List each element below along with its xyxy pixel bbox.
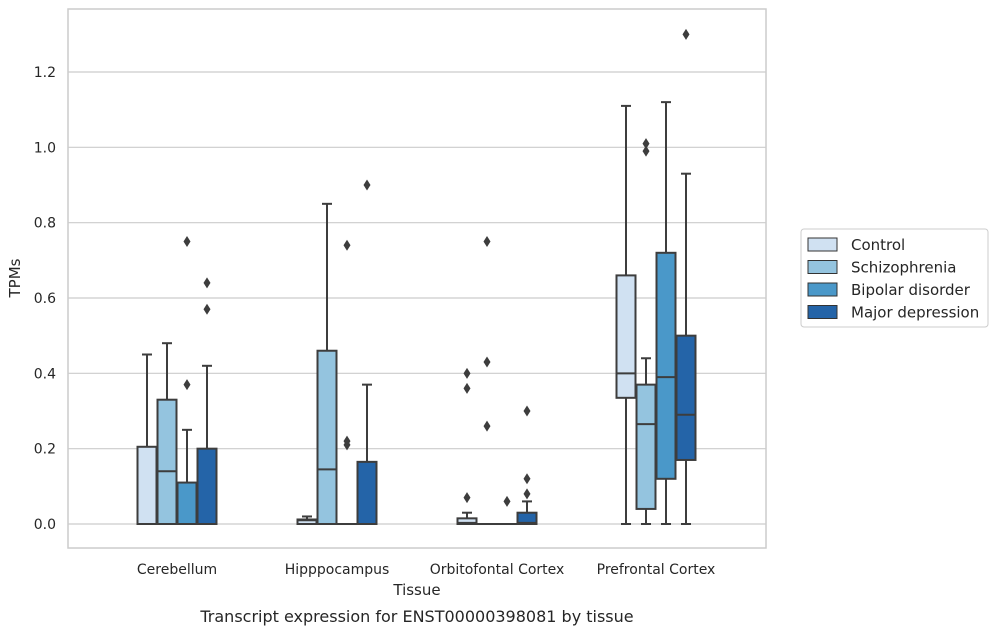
outlier-point (523, 405, 531, 417)
y-axis-title: TPMs (6, 258, 24, 298)
outlier-point (183, 379, 191, 391)
box-1-3 (356, 179, 378, 526)
box-body (655, 251, 677, 480)
box-0-0 (136, 353, 158, 525)
plot-boxes (136, 28, 697, 526)
box-body (356, 460, 378, 526)
y-tick-label: 1.2 (34, 65, 56, 81)
legend-swatch (807, 282, 838, 297)
y-tick-label: 0.2 (34, 442, 56, 458)
box-body (456, 517, 478, 525)
y-tick-label: 0.8 (34, 216, 56, 232)
legend-label: Control (851, 236, 905, 254)
x-axis-title: Tissue (392, 581, 440, 599)
box-body (516, 511, 538, 526)
outlier-point (682, 28, 690, 40)
outlier-point (203, 303, 211, 315)
box-0-3 (196, 277, 218, 525)
box-2-3 (516, 405, 538, 526)
box-body (196, 447, 218, 525)
plot-frame (67, 8, 767, 549)
outlier-point (503, 495, 511, 507)
outlier-point (642, 145, 650, 157)
y-tick-label: 0.6 (34, 291, 56, 307)
y-tick-labels: 0.0 0.2 0.4 0.6 0.8 1.0 1.2 (34, 65, 56, 533)
legend-label: Major depression (851, 304, 979, 322)
outlier-point (203, 277, 211, 289)
box-body (615, 274, 637, 399)
outlier-point (523, 473, 531, 485)
x-tick-label: Cerebellum (137, 562, 217, 578)
outlier-point (483, 356, 491, 368)
box-0-2 (176, 236, 198, 526)
box-body (635, 383, 657, 510)
box-body (675, 334, 697, 461)
outlier-point (363, 179, 371, 191)
outlier-point (183, 236, 191, 247)
legend-label: Bipolar disorder (851, 281, 971, 299)
grid-lines (68, 71, 766, 525)
outlier-point (463, 367, 471, 379)
outlier-point (463, 492, 471, 504)
chart-caption: Transcript expression for ENST0000039808… (199, 607, 633, 626)
outlier-point (343, 239, 351, 251)
outlier-point (642, 138, 650, 150)
box-3-3 (675, 28, 697, 525)
x-tick-label: Hipppocampus (285, 562, 390, 578)
box-0-1 (156, 342, 178, 526)
box-3-1 (635, 138, 657, 525)
box-body (176, 481, 198, 526)
box-1-0 (296, 515, 318, 525)
box-body (136, 445, 158, 525)
legend-swatch (807, 237, 838, 252)
outlier-point (343, 435, 351, 447)
y-tick-label: 0.0 (34, 517, 56, 533)
x-tick-labels: Cerebellum Hipppocampus Orbitofontal Corte… (137, 562, 715, 578)
legend-swatch (807, 260, 838, 274)
box-3-2 (655, 101, 677, 525)
box-3-0 (615, 104, 637, 525)
y-tick-label: 1.0 (34, 140, 56, 156)
outlier-point (483, 236, 491, 247)
legend-swatch (807, 305, 838, 319)
box-2-2 (496, 495, 518, 526)
y-tick-label: 0.4 (34, 366, 56, 382)
box-body (156, 398, 178, 526)
legend-frame (800, 228, 989, 328)
box-body (316, 349, 338, 525)
legend: Control Schizophrenia Bipolar disorder Majo… (800, 228, 989, 328)
x-tick-label: Prefrontal Cortex (597, 562, 716, 578)
box-2-1 (476, 236, 498, 526)
box-1-1 (316, 202, 338, 525)
box-1-2 (336, 239, 358, 526)
box-2-0 (456, 367, 478, 525)
legend-label: Schizophrenia (851, 259, 956, 277)
outlier-point (463, 382, 471, 394)
x-tick-label: Orbitofontal Cortex (430, 562, 565, 578)
outlier-point (523, 488, 531, 500)
outlier-point (483, 420, 491, 432)
